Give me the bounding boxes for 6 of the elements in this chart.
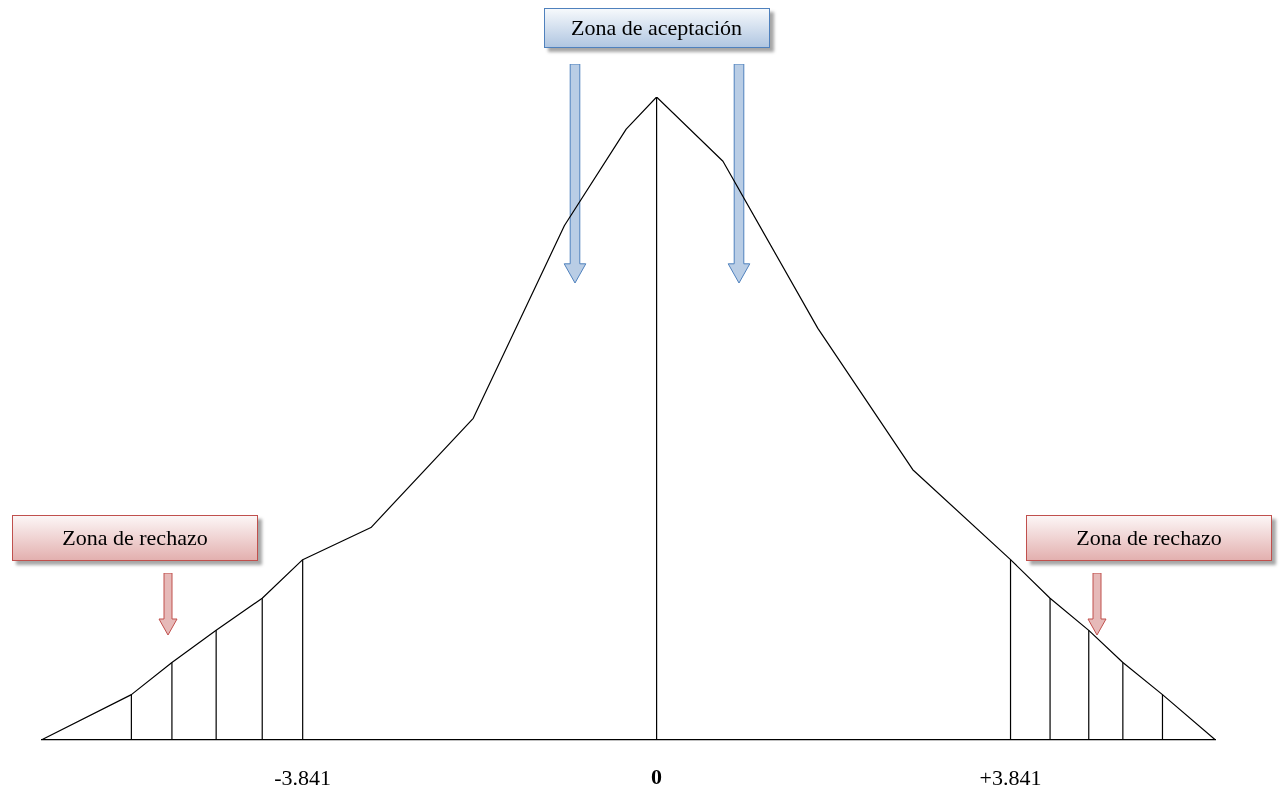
x-tick-label: 0 <box>651 764 663 790</box>
x-tick-label: -3.841 <box>274 764 332 790</box>
label-box: Zona de rechazo <box>1026 515 1272 561</box>
x-tick-label: +3.841 <box>979 764 1042 790</box>
label-box: Zona de aceptación <box>543 8 770 48</box>
label-box: Zona de rechazo <box>12 515 258 561</box>
